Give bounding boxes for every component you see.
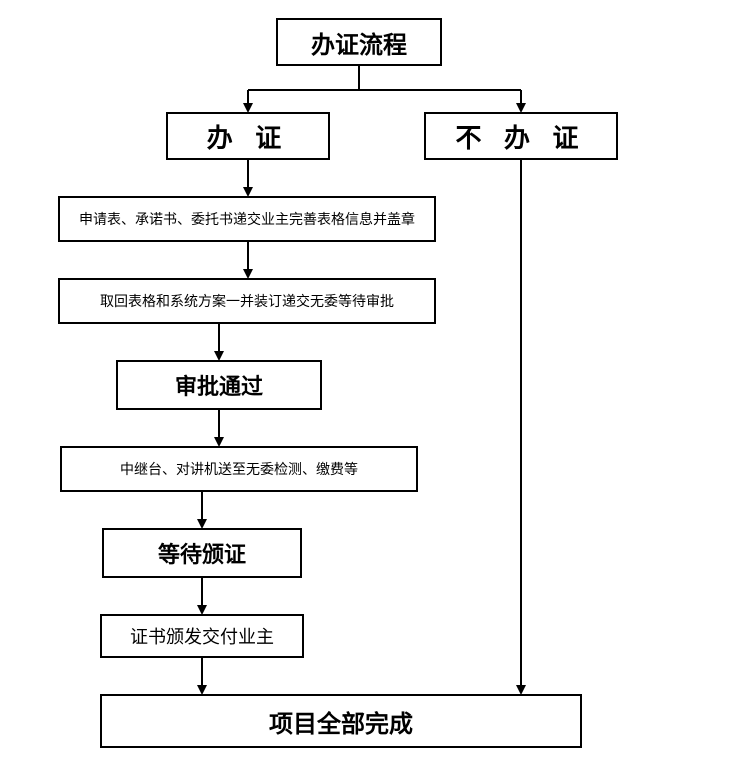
node-root-label: 办证流程 bbox=[311, 25, 407, 60]
node-root: 办证流程 bbox=[276, 18, 442, 66]
node-final: 项目全部完成 bbox=[100, 694, 582, 748]
node-step5-label: 等待颁证 bbox=[158, 537, 246, 569]
node-step3: 审批通过 bbox=[116, 360, 322, 410]
node-branch-no: 不 办 证 bbox=[424, 112, 618, 160]
node-step3-label: 审批通过 bbox=[175, 369, 263, 401]
node-step6: 证书颁发交付业主 bbox=[100, 614, 304, 658]
node-step1-label: 申请表、承诺书、委托书递交业主完善表格信息并盖章 bbox=[79, 209, 415, 229]
node-final-label: 项目全部完成 bbox=[269, 704, 413, 739]
node-branch-no-label: 不 办 证 bbox=[455, 118, 586, 155]
node-branch-yes-label: 办 证 bbox=[207, 118, 290, 155]
flowchart-connectors bbox=[0, 0, 744, 775]
node-step4: 中继台、对讲机送至无委检测、缴费等 bbox=[60, 446, 418, 492]
node-step1: 申请表、承诺书、委托书递交业主完善表格信息并盖章 bbox=[58, 196, 436, 242]
node-step2-label: 取回表格和系统方案一并装订递交无委等待审批 bbox=[100, 291, 394, 311]
node-branch-yes: 办 证 bbox=[166, 112, 330, 160]
node-step6-label: 证书颁发交付业主 bbox=[130, 623, 274, 649]
node-step5: 等待颁证 bbox=[102, 528, 302, 578]
node-step4-label: 中继台、对讲机送至无委检测、缴费等 bbox=[120, 459, 358, 479]
node-step2: 取回表格和系统方案一并装订递交无委等待审批 bbox=[58, 278, 436, 324]
